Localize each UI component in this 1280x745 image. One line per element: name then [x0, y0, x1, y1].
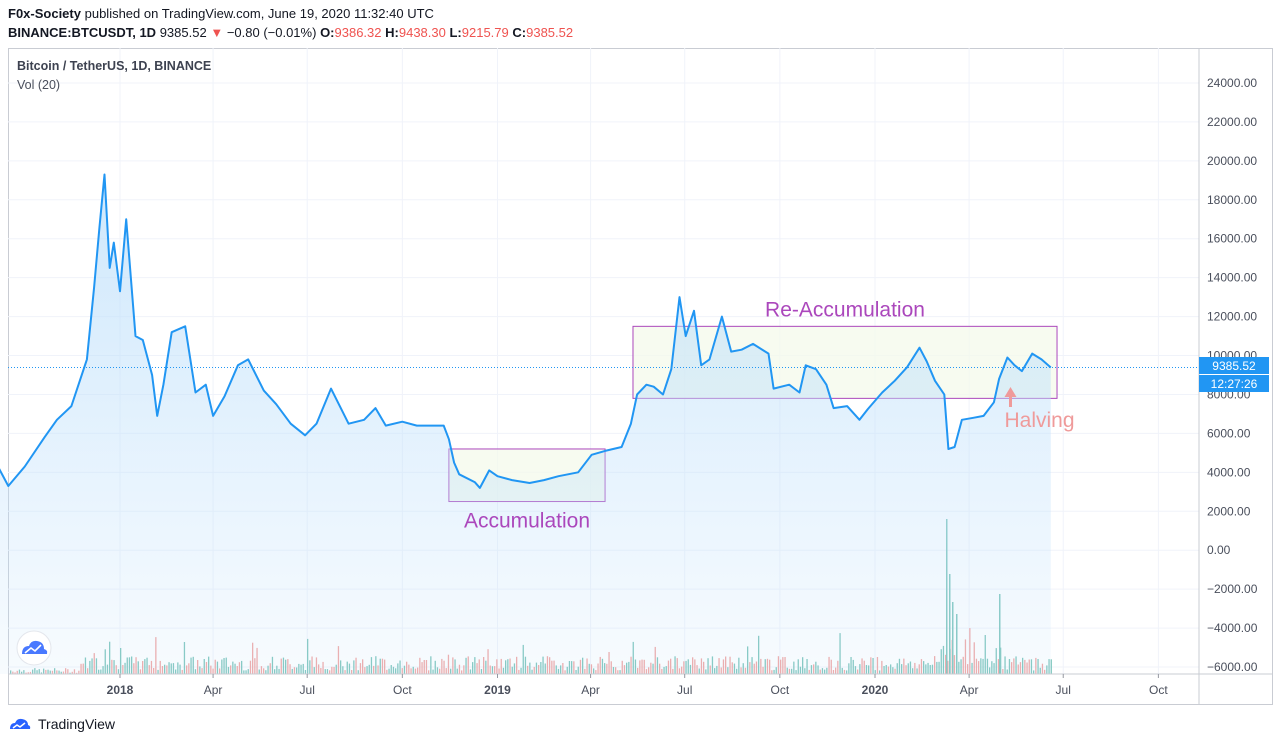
- x-tick-label: Oct: [393, 683, 412, 697]
- halving-label: Halving: [1004, 409, 1074, 432]
- y-tick-label: 24000.00: [1207, 76, 1257, 90]
- footer-brand[interactable]: TradingView: [8, 715, 115, 733]
- change-arrow-icon: ▼: [210, 25, 224, 40]
- y-axis-ticks: 24000.00 22000.00 20000.00 18000.00 16000.00…: [1207, 76, 1258, 674]
- y-tick-label: −6000.00: [1207, 660, 1258, 674]
- high-value: 9438.30: [398, 25, 446, 40]
- published-info: published on TradingView.com, June 19, 2…: [84, 6, 434, 21]
- annotation-label: Re-Accumulation: [765, 298, 925, 321]
- low-value: 9215.79: [461, 25, 509, 40]
- x-tick-label: Jul: [300, 683, 315, 697]
- price-line: [0, 173, 1052, 489]
- x-tick-label: Jul: [677, 683, 692, 697]
- tradingview-logo-icon: [10, 718, 31, 729]
- x-tick-label: Jul: [1056, 683, 1071, 697]
- tradingview-cloud-icon[interactable]: [16, 630, 52, 666]
- x-tick-label: Oct: [1149, 683, 1168, 697]
- y-tick-label: 0.00: [1207, 543, 1231, 557]
- close-value: 9385.52: [526, 25, 574, 40]
- brand-name: TradingView: [38, 716, 116, 732]
- x-tick-label: 2019: [484, 683, 511, 697]
- volume-legend: Vol (20): [17, 78, 61, 92]
- last-price-tag: 9385.52: [1212, 359, 1256, 373]
- y-tick-label: 22000.00: [1207, 115, 1257, 129]
- price-area: [0, 173, 1052, 674]
- x-tick-label: Apr: [204, 683, 223, 697]
- high-label: H:: [385, 25, 399, 40]
- last-price: 9385.52: [159, 25, 207, 40]
- x-tick-label: Apr: [960, 683, 979, 697]
- countdown-tag: 12:27:26: [1211, 377, 1258, 391]
- annotation-labels: Accumulation Re-Accumulation Halving: [464, 298, 1075, 532]
- symbol-label: BINANCE:BTCUSDT, 1D: [8, 25, 157, 40]
- change-value: −0.80 (−0.01%): [226, 25, 317, 40]
- y-tick-label: 16000.00: [1207, 232, 1257, 246]
- y-tick-label: 4000.00: [1207, 465, 1251, 479]
- publish-line: F0x-Society published on TradingView.com…: [8, 6, 434, 21]
- price-tags: 9385.52 12:27:26: [1199, 357, 1269, 392]
- low-label: L:: [449, 25, 462, 40]
- chart-frame: [8, 48, 1273, 705]
- x-tick-label: 2020: [862, 683, 889, 697]
- halving-arrow-head: [1004, 387, 1017, 397]
- y-tick-label: 2000.00: [1207, 504, 1251, 518]
- y-tick-label: 12000.00: [1207, 310, 1257, 324]
- series-legend: Bitcoin / TetherUS, 1D, BINANCE: [17, 59, 212, 73]
- open-value: 9386.32: [334, 25, 382, 40]
- open-label: O:: [320, 25, 335, 40]
- y-tick-label: 14000.00: [1207, 271, 1257, 285]
- y-tick-label: 6000.00: [1207, 426, 1251, 440]
- volume-bar: [1050, 659, 1052, 674]
- y-tick-label: 18000.00: [1207, 193, 1257, 207]
- y-tick-label: −4000.00: [1207, 621, 1258, 635]
- price-area-fill: [0, 174, 1051, 674]
- ohlc-line: BINANCE:BTCUSDT, 1D 9385.52 ▼ −0.80 (−0.…: [8, 25, 573, 40]
- x-tick-label: Apr: [581, 683, 600, 697]
- x-tick-label: Oct: [771, 683, 790, 697]
- close-label: C:: [512, 25, 527, 40]
- y-tick-label: −2000.00: [1207, 582, 1258, 596]
- x-axis-ticks: 2018 Apr Jul Oct 2019 Apr Jul Oct 2020 Apr Jul Oct: [107, 674, 1168, 697]
- x-tick-label: 2018: [107, 683, 134, 697]
- y-tick-label: 20000.00: [1207, 154, 1257, 168]
- author-name[interactable]: F0x-Society: [8, 6, 81, 21]
- annotation-label: Accumulation: [464, 510, 590, 533]
